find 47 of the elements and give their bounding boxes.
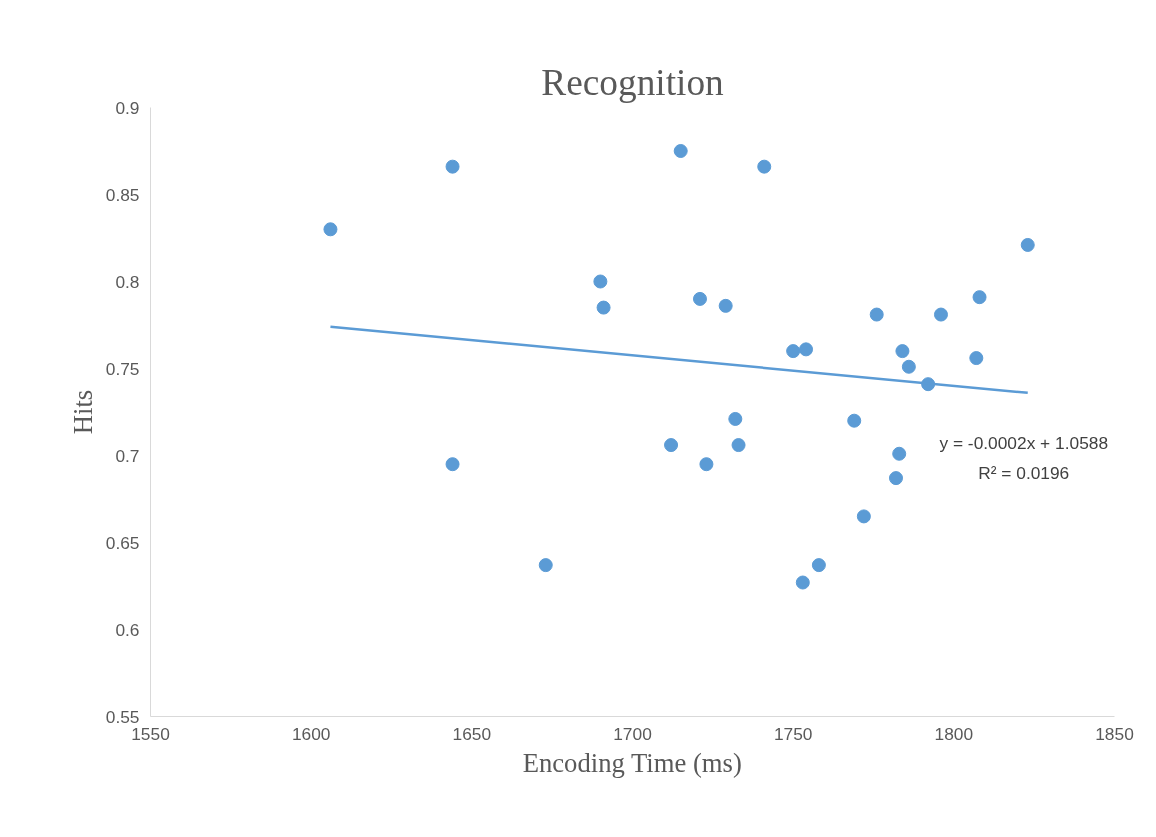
point (972, 290, 987, 305)
y-tick-label: 0.7 (115, 445, 140, 466)
x-tick-label: 1750 (773, 723, 813, 744)
point (445, 457, 460, 472)
x-axis-title: Encoding Time (ms) (522, 747, 742, 778)
point (786, 344, 801, 359)
point (728, 411, 743, 426)
y-tick-label: 0.6 (115, 619, 140, 640)
point (664, 438, 679, 453)
point (795, 575, 810, 590)
y-tick-label: 0.8 (115, 271, 140, 292)
point (699, 457, 714, 472)
point (892, 446, 907, 461)
point (692, 291, 707, 306)
point (888, 471, 903, 486)
y-tick-label: 0.9 (115, 97, 140, 118)
annotation: R² = 0.0196 (978, 462, 1070, 483)
y-tick-label: 0.85 (105, 184, 140, 205)
point (895, 344, 910, 359)
point (445, 159, 460, 174)
point (538, 558, 553, 573)
point (731, 438, 746, 453)
annotation: y = -0.0002x + 1.0588 (939, 432, 1109, 453)
y-tick-label: 0.65 (105, 532, 140, 553)
point (969, 351, 984, 366)
point (847, 413, 862, 428)
point (323, 222, 338, 237)
point (673, 144, 688, 158)
point (1020, 237, 1035, 252)
point (596, 300, 611, 315)
y-tick-label: 0.75 (105, 358, 140, 379)
x-tick-label: 1650 (452, 723, 492, 744)
point (869, 307, 884, 322)
x-tick-label: 1700 (613, 723, 652, 744)
y-axis-title: Hits (67, 389, 98, 435)
point (901, 359, 916, 374)
point (757, 159, 772, 174)
point (593, 274, 608, 289)
point (811, 558, 826, 573)
x-tick-label: 1850 (1095, 723, 1134, 744)
chart-title: Recognition (541, 61, 725, 103)
point (718, 298, 733, 313)
point (856, 509, 871, 524)
x-tick-label: 1600 (291, 723, 331, 744)
x-tick-label: 1800 (934, 723, 974, 744)
point (933, 307, 948, 322)
point (799, 342, 814, 357)
